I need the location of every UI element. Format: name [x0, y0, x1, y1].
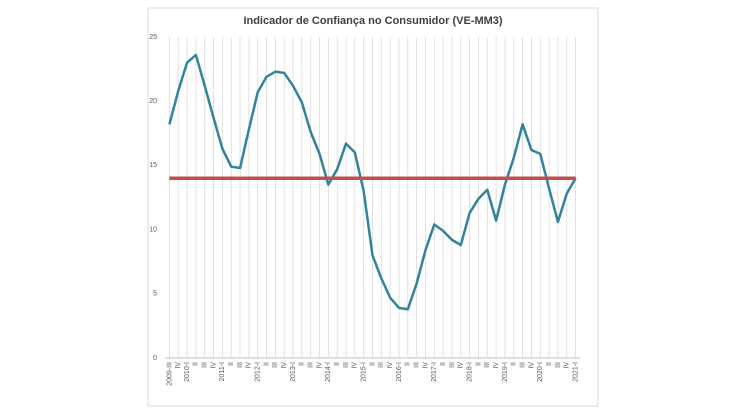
- x-tick-label: III: [378, 362, 385, 368]
- y-tick-label: 15: [149, 162, 157, 169]
- x-tick-label: 2017-I: [431, 362, 438, 382]
- x-tick-label: II: [546, 362, 553, 366]
- x-tick-label: 2019-I: [502, 362, 509, 382]
- x-tick-label: IV: [210, 362, 217, 369]
- x-tick-label: 2015-I: [361, 362, 368, 382]
- x-tick-label: IV: [246, 362, 253, 369]
- y-tick-label: 25: [149, 34, 157, 41]
- x-tick-label: III: [272, 362, 279, 368]
- x-tick-label: II: [511, 362, 518, 366]
- x-tick-label: II: [369, 362, 376, 366]
- chart-frame: [147, 7, 599, 407]
- x-tick-label: II: [440, 362, 447, 366]
- x-tick-label: IV: [281, 362, 288, 369]
- x-tick-label: IV: [458, 362, 465, 369]
- x-tick-label: 2013-I: [290, 362, 297, 382]
- y-tick-label: 5: [153, 291, 157, 298]
- x-tick-label: III: [519, 362, 526, 368]
- x-tick-label: 2018-I: [466, 362, 473, 382]
- x-tick-label: IV: [387, 362, 394, 369]
- y-tick-label: 10: [149, 226, 157, 233]
- x-tick-label: IV: [422, 362, 429, 369]
- x-tick-label: III: [202, 362, 209, 368]
- x-tick-label: II: [405, 362, 412, 366]
- x-tick-label: 2009-III: [166, 362, 173, 386]
- x-tick-label: 2021-I: [572, 362, 579, 382]
- x-tick-label: 2011-I: [219, 362, 226, 381]
- x-tick-label: II: [299, 362, 306, 366]
- x-tick-label: 2012-I: [255, 362, 262, 382]
- x-tick-label: IV: [316, 362, 323, 369]
- x-tick-label: III: [449, 362, 456, 368]
- x-tick-label: IV: [528, 362, 535, 369]
- y-tick-label: 20: [149, 98, 157, 105]
- x-tick-label: III: [343, 362, 350, 368]
- x-tick-label: III: [484, 362, 491, 368]
- x-tick-label: 2014-I: [325, 362, 332, 382]
- x-tick-label: III: [237, 362, 244, 368]
- x-tick-label: II: [475, 362, 482, 366]
- chart-title: Indicador de Confiança no Consumidor (VE…: [243, 15, 502, 27]
- x-tick-label: III: [413, 362, 420, 368]
- y-tick-label: 0: [153, 355, 157, 362]
- x-tick-label: II: [334, 362, 341, 366]
- x-tick-label: III: [555, 362, 562, 368]
- x-tick-label: II: [263, 362, 270, 366]
- x-tick-label: IV: [564, 362, 571, 369]
- data-line: [168, 53, 577, 311]
- x-tick-label: 2020-I: [537, 362, 544, 382]
- x-tick-label: 2016-I: [396, 362, 403, 382]
- x-tick-label: IV: [175, 362, 182, 369]
- x-tick-label: IV: [352, 362, 359, 369]
- x-tick-label: 2010-I: [184, 362, 191, 382]
- x-tick-label: II: [228, 362, 235, 366]
- x-tick-label: IV: [493, 362, 500, 369]
- x-tick-label: III: [308, 362, 315, 368]
- x-tick-label: II: [193, 362, 200, 366]
